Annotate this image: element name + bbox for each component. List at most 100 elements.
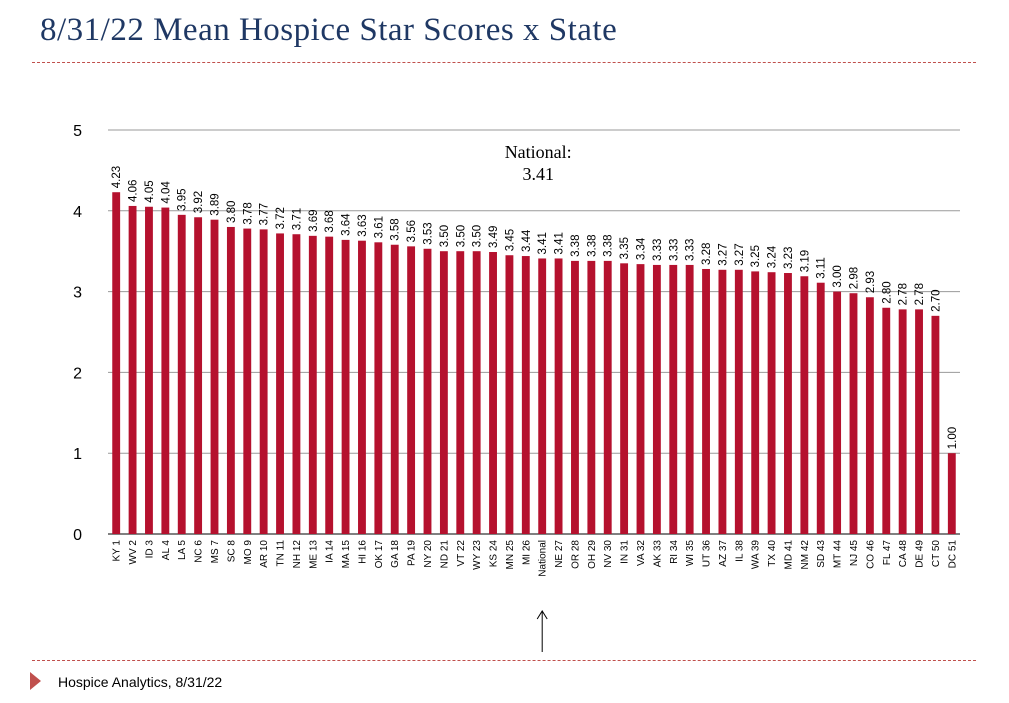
data-label: 3.80 bbox=[226, 201, 238, 223]
y-axis: 0 1 2 3 4 5 bbox=[73, 123, 82, 544]
y-tick-label: 2 bbox=[73, 365, 82, 382]
bar bbox=[554, 258, 563, 534]
data-label: 3.56 bbox=[406, 220, 418, 242]
x-tick-label: TX 40 bbox=[767, 540, 778, 567]
data-label: 3.33 bbox=[668, 239, 680, 261]
x-tick-label: GA 18 bbox=[390, 540, 401, 568]
x-tick-label: National bbox=[538, 540, 549, 577]
data-label: 3.95 bbox=[177, 188, 189, 210]
bar bbox=[145, 206, 153, 534]
data-label: 3.89 bbox=[210, 193, 222, 215]
bar bbox=[685, 264, 694, 534]
data-label: 3.00 bbox=[832, 265, 844, 287]
footer-divider bbox=[32, 660, 976, 661]
x-tick-label: AZ 37 bbox=[718, 540, 729, 567]
bar bbox=[341, 239, 350, 534]
data-label: 3.78 bbox=[242, 202, 254, 224]
data-label: 3.23 bbox=[783, 247, 795, 269]
x-tick-label: PA 19 bbox=[407, 540, 418, 566]
data-label: 3.44 bbox=[521, 229, 533, 252]
bar bbox=[210, 219, 219, 535]
bar bbox=[489, 252, 497, 534]
bar bbox=[128, 205, 137, 534]
x-tick-label: CO 46 bbox=[865, 540, 876, 569]
bar bbox=[947, 453, 956, 534]
x-tick-label: VT 22 bbox=[456, 540, 467, 567]
data-label: 3.27 bbox=[734, 243, 746, 265]
annotation-label: National: bbox=[505, 142, 572, 162]
x-axis: KY 1 WV 2 ID 3 AL 4 LA 5 NC 6 MS 7 SC 8 MO 9 AR 1… bbox=[112, 540, 959, 577]
y-tick-label: 4 bbox=[73, 204, 82, 221]
bar bbox=[669, 264, 678, 534]
data-label: 3.64 bbox=[341, 213, 353, 236]
bars bbox=[112, 192, 956, 535]
x-tick-label: IN 31 bbox=[620, 540, 631, 564]
bar bbox=[439, 251, 448, 534]
bar bbox=[636, 264, 645, 534]
bar bbox=[276, 233, 284, 534]
bar bbox=[882, 307, 891, 534]
data-label: 2.78 bbox=[914, 283, 926, 305]
bar bbox=[423, 248, 432, 534]
x-tick-label: NV 30 bbox=[603, 540, 614, 568]
bar bbox=[390, 244, 399, 534]
data-label: 3.33 bbox=[685, 239, 697, 261]
x-tick-label: WY 23 bbox=[472, 540, 483, 570]
data-label: 4.05 bbox=[144, 180, 156, 202]
x-tick-label: NC 6 bbox=[194, 540, 205, 563]
footer-triangle-icon bbox=[30, 672, 41, 690]
x-tick-label: WI 35 bbox=[685, 540, 696, 567]
bar bbox=[112, 192, 121, 534]
annotation-value: 3.41 bbox=[522, 164, 554, 184]
bar bbox=[538, 258, 547, 534]
x-tick-label: KS 24 bbox=[489, 540, 500, 568]
data-label: 3.38 bbox=[570, 235, 582, 257]
data-label: 3.63 bbox=[357, 214, 369, 236]
x-tick-label: OR 28 bbox=[570, 540, 581, 569]
x-tick-label: WA 39 bbox=[751, 540, 762, 570]
x-tick-label: NH 12 bbox=[292, 540, 303, 569]
x-tick-label: ME 13 bbox=[308, 540, 319, 569]
x-tick-label: DC 51 bbox=[947, 540, 958, 569]
x-tick-label: AR 10 bbox=[259, 540, 270, 568]
bar bbox=[358, 240, 366, 535]
data-labels: 4.23 4.06 4.05 4.04 3.95 3.92 3.89 3.80 3.78 3.77… bbox=[111, 166, 959, 449]
bar bbox=[620, 263, 629, 534]
bar bbox=[505, 255, 514, 535]
bar bbox=[767, 272, 776, 534]
bar bbox=[292, 234, 301, 534]
x-tick-label: DE 49 bbox=[915, 540, 926, 568]
y-tick-label: 5 bbox=[73, 123, 82, 140]
x-tick-label: MN 25 bbox=[505, 540, 516, 570]
annotation-arrowhead bbox=[536, 610, 548, 620]
x-tick-label: MT 44 bbox=[833, 540, 844, 569]
data-label: 3.11 bbox=[816, 257, 828, 279]
bar bbox=[456, 251, 465, 534]
x-tick-label: RI 34 bbox=[669, 540, 680, 564]
data-label: 2.70 bbox=[930, 289, 942, 311]
x-tick-label: NY 20 bbox=[423, 540, 434, 568]
x-tick-label: SD 43 bbox=[816, 540, 827, 568]
x-tick-label: KY 1 bbox=[112, 540, 123, 562]
bar bbox=[734, 269, 743, 534]
data-label: 3.68 bbox=[324, 210, 336, 232]
x-tick-label: OH 29 bbox=[587, 540, 598, 569]
x-tick-label: MA 15 bbox=[341, 540, 352, 569]
bar bbox=[325, 236, 334, 534]
footer-source: Hospice Analytics, 8/31/22 bbox=[58, 674, 223, 690]
bar bbox=[800, 276, 809, 534]
bar bbox=[865, 297, 874, 534]
bar bbox=[603, 260, 612, 534]
bar bbox=[898, 309, 907, 534]
x-tick-label: CA 48 bbox=[898, 540, 909, 568]
bar bbox=[718, 269, 727, 534]
x-tick-label: TN 11 bbox=[276, 540, 287, 567]
bar bbox=[816, 282, 825, 534]
data-label: 3.28 bbox=[701, 243, 713, 265]
bar bbox=[587, 260, 596, 534]
x-tick-label: SC 8 bbox=[226, 540, 237, 563]
data-label: 4.04 bbox=[160, 181, 172, 204]
data-label: 3.72 bbox=[275, 207, 287, 229]
x-tick-label: LA 5 bbox=[177, 540, 188, 560]
